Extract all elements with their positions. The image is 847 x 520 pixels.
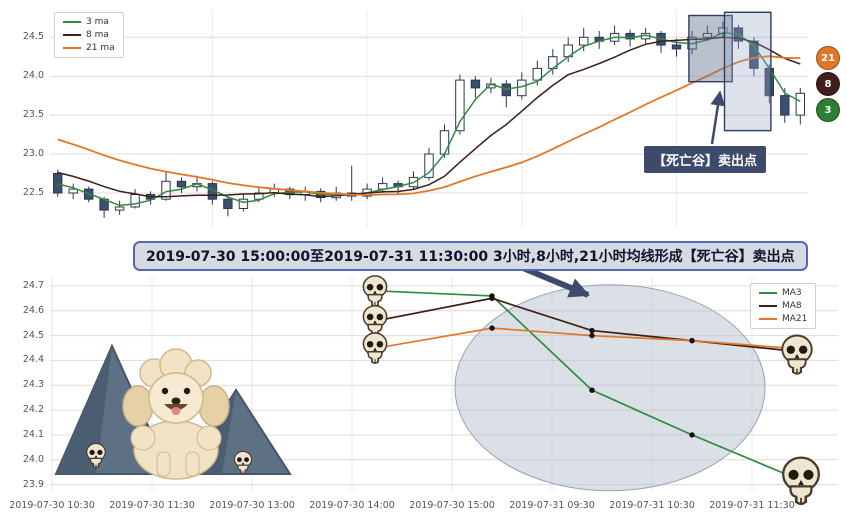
bottom-y-tick-label: 24.4: [12, 354, 44, 366]
death-valley-ellipse: [455, 285, 765, 491]
data-point-marker: [589, 333, 594, 338]
ma-end-badge-21: 21: [816, 46, 840, 70]
top-y-tick-label: 24.0: [12, 70, 44, 82]
figure: 3 ma 8 ma 21 ma 21 8 3 【死亡谷】卖出点 2019-07-…: [0, 0, 847, 520]
skull-icon: [782, 336, 811, 374]
top-y-tick-label: 22.5: [12, 187, 44, 199]
skull-icon: [363, 276, 386, 306]
bottom-x-tick-label: 2019-07-30 11:30: [104, 500, 200, 512]
summary-banner: 2019-07-30 15:00:00至2019-07-31 11:30:00 …: [133, 241, 808, 271]
candle-body: [115, 207, 123, 210]
bottom-y-tick-label: 24.0: [12, 454, 44, 466]
candle-body: [54, 174, 62, 194]
data-point-marker: [489, 296, 494, 301]
legend-label-MA8: MA8: [782, 301, 802, 311]
top-y-tick-label: 23.0: [12, 148, 44, 160]
legend-label-3ma: 3 ma: [86, 17, 109, 27]
bottom-x-tick-label: 2019-07-31 10:30: [604, 500, 700, 512]
data-point-marker: [689, 432, 694, 437]
bottom-x-tick-label: 2019-07-31 09:30: [504, 500, 600, 512]
top-chart-legend: 3 ma 8 ma 21 ma: [54, 12, 124, 58]
ma-end-badge-8: 8: [816, 72, 840, 96]
bottom-y-tick-label: 23.9: [12, 479, 44, 491]
MA21-line-swatch: [759, 318, 777, 320]
bottom-x-tick-label: 2019-07-31 11:30: [704, 500, 800, 512]
bottom-y-tick-label: 24.5: [12, 330, 44, 342]
candle-body: [440, 131, 448, 154]
legend-item-MA3: MA3: [759, 288, 807, 298]
poodle-mascot-image: [56, 346, 290, 479]
data-point-marker: [489, 325, 494, 330]
legend-label-MA21: MA21: [782, 314, 807, 324]
candle-body: [672, 45, 680, 49]
top-y-tick-label: 24.5: [12, 31, 44, 43]
candle-body: [177, 181, 185, 187]
MA8-line-swatch: [759, 305, 777, 307]
bottom-y-tick-label: 24.1: [12, 429, 44, 441]
data-point-marker: [589, 388, 594, 393]
legend-label-MA3: MA3: [782, 288, 802, 298]
bottom-x-tick-label: 2019-07-30 14:00: [304, 500, 400, 512]
MA3-line-swatch: [759, 292, 777, 294]
sell-point-arrow: [712, 92, 720, 144]
legend-item-21ma: 21 ma: [63, 43, 115, 53]
skull-icon: [363, 333, 386, 363]
poodle-dog: [123, 349, 229, 479]
legend-item-MA8: MA8: [759, 301, 807, 311]
death-valley-annotation: 【死亡谷】卖出点: [644, 146, 766, 173]
bottom-chart-legend: MA3 MA8 MA21: [750, 283, 816, 329]
candle-body: [471, 80, 479, 88]
legend-label-21ma: 21 ma: [86, 43, 115, 53]
top-candlestick-chart: [50, 10, 808, 228]
candle-body: [224, 199, 232, 208]
candle-body: [781, 96, 789, 116]
bottom-x-tick-label: 2019-07-30 13:00: [204, 500, 300, 512]
top-y-tick-label: 23.5: [12, 109, 44, 121]
skull-icon: [783, 458, 819, 505]
legend-label-8ma: 8 ma: [86, 30, 109, 40]
21ma-line-swatch: [63, 47, 81, 49]
bottom-y-tick-label: 24.2: [12, 404, 44, 416]
candle-body: [518, 80, 526, 96]
8ma-line-swatch: [63, 34, 81, 36]
bottom-y-tick-label: 24.7: [12, 280, 44, 292]
legend-item-3ma: 3 ma: [63, 17, 115, 27]
bottom-y-tick-label: 24.6: [12, 305, 44, 317]
bottom-x-tick-label: 2019-07-30 15:00: [404, 500, 500, 512]
death-valley-highlight-box: [725, 12, 771, 130]
candle-body: [796, 93, 804, 115]
legend-item-8ma: 8 ma: [63, 30, 115, 40]
bottom-y-tick-label: 24.3: [12, 379, 44, 391]
candle-body: [580, 37, 588, 45]
data-point-marker: [589, 328, 594, 333]
3ma-line-swatch: [63, 21, 81, 23]
legend-item-MA21: MA21: [759, 314, 807, 324]
skull-icon: [363, 306, 386, 336]
ma-end-badge-3: 3: [816, 98, 840, 122]
candle-body: [131, 195, 139, 208]
data-point-marker: [689, 338, 694, 343]
bottom-x-tick-label: 2019-07-30 10:30: [4, 500, 100, 512]
